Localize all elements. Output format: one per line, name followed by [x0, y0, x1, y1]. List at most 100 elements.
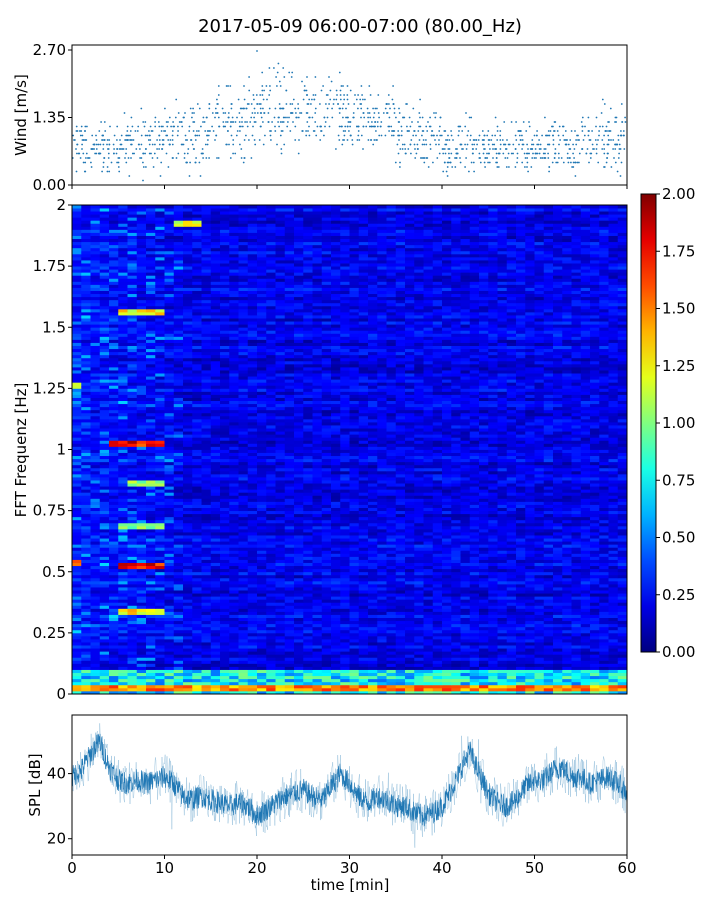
wind-point: [451, 166, 454, 168]
spectrogram-cell: [460, 553, 471, 557]
wind-point: [196, 130, 198, 132]
wind-point: [269, 130, 271, 132]
spectrogram-cell: [284, 510, 295, 515]
spectrogram-cell: [543, 510, 554, 515]
spectrogram-cell: [238, 599, 249, 603]
spectrogram-cell: [442, 654, 452, 658]
spectrogram-cell: [414, 577, 424, 582]
spectrogram-cell: [451, 666, 461, 670]
spectrogram-cell: [321, 541, 332, 545]
spectrogram-cell: [173, 620, 184, 625]
spectrogram-cell: [599, 556, 609, 560]
spectrogram-cell: [210, 623, 221, 628]
spectrogram-cell: [109, 660, 119, 664]
wind-point: [495, 157, 498, 159]
spectrogram-cell: [220, 583, 230, 588]
wind-point: [225, 85, 228, 87]
wind-point: [603, 148, 606, 150]
wind-point: [376, 125, 379, 128]
wind-point: [75, 130, 78, 132]
wind-point: [420, 157, 422, 159]
wind-point: [282, 67, 285, 69]
spectrogram-cell: [238, 629, 249, 634]
wind-point: [343, 134, 346, 137]
spectrogram-cell: [109, 666, 119, 670]
spectrogram-cell: [303, 623, 313, 628]
spectrogram-cell: [192, 660, 202, 664]
spectrogram-cell: [340, 590, 350, 594]
spectrogram-cell: [183, 571, 193, 576]
spectrogram-cell: [201, 590, 212, 594]
wind-point: [398, 139, 400, 141]
spectrogram-cell: [109, 663, 119, 667]
spectrogram-cell: [534, 516, 545, 521]
wind-point: [319, 125, 322, 128]
spectrogram-cell: [460, 532, 471, 536]
spectrogram-cell: [183, 541, 193, 545]
spectrogram-cell: [192, 532, 202, 536]
wind-point: [313, 130, 316, 132]
spectrogram-cell: [284, 608, 295, 612]
spectrogram-cell: [506, 522, 517, 527]
spectrogram-cell: [229, 605, 239, 609]
spectrogram-cell: [275, 642, 286, 646]
spectrogram-cell: [516, 635, 526, 640]
spectrogram-cell: [377, 678, 387, 683]
spectrogram-cell: [192, 654, 202, 658]
spectrogram-cell: [192, 550, 202, 554]
spectrogram-cell: [331, 629, 341, 634]
spectrogram-cell: [497, 605, 508, 609]
spectrogram-cell: [562, 666, 572, 670]
spectrogram-cell: [580, 568, 591, 573]
spectrogram-cell: [414, 562, 424, 567]
spectrogram-cell: [118, 590, 128, 594]
spectrogram-cell: [497, 657, 508, 661]
spectrogram-cell: [358, 580, 369, 585]
spectrogram-cell: [423, 574, 434, 579]
spectrogram-cell: [460, 626, 471, 631]
spectrogram-cell: [460, 538, 471, 542]
spectrogram-cell: [469, 629, 480, 634]
spectrogram-cell: [525, 590, 535, 594]
spectrogram-cell: [210, 638, 221, 643]
spectrogram-cell: [590, 583, 600, 588]
wind-point: [253, 98, 255, 101]
spectrogram-cell: [340, 568, 350, 573]
spectrogram-cell: [164, 684, 175, 689]
spectrogram-cell: [497, 602, 508, 606]
spectrogram-cell: [90, 568, 101, 573]
spectrogram-cell: [229, 672, 239, 677]
spectrogram-cell: [497, 648, 508, 652]
spectrogram-cell: [238, 605, 249, 609]
spectrogram-cell: [331, 605, 341, 609]
spectrogram-cell: [183, 587, 193, 591]
spectrogram-cell: [340, 556, 350, 560]
spectrogram-cell: [562, 642, 572, 646]
spectrogram-cell: [386, 525, 397, 530]
spectrogram-cell: [617, 663, 628, 667]
spectrogram-cell: [516, 651, 526, 655]
wind-point: [200, 152, 203, 155]
wind-point: [241, 116, 243, 119]
spectrogram-cell: [312, 642, 323, 646]
spectrogram-cell: [127, 626, 138, 631]
wind-point: [521, 134, 523, 137]
spectrogram-cell: [192, 553, 202, 557]
spectrogram-cell: [460, 678, 471, 683]
spectrogram-cell: [442, 562, 452, 567]
spectrogram-cell: [81, 513, 91, 518]
spectrogram-cell: [497, 669, 508, 674]
wind-point: [595, 125, 597, 128]
spectrogram-cell: [553, 532, 563, 536]
spectrogram-cell: [608, 538, 619, 542]
spectrogram-cell: [210, 550, 221, 554]
spectrogram-cell: [294, 513, 304, 518]
wind-point: [578, 152, 581, 155]
wind-point: [209, 130, 211, 132]
spectrogram-cell: [275, 559, 286, 563]
spectrogram-cell: [266, 538, 276, 542]
wind-point: [90, 166, 93, 168]
spectrogram-cell: [266, 528, 276, 533]
spectrogram-cell: [543, 577, 554, 582]
